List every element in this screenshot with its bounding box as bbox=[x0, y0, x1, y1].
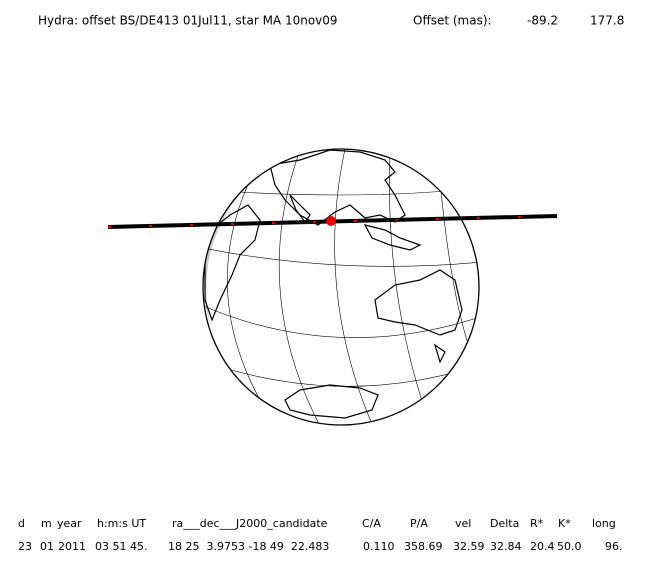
column-header: year bbox=[57, 517, 82, 530]
column-header: ra___dec___J2000_candidate bbox=[172, 517, 328, 530]
table-cell: 358.69 bbox=[404, 540, 443, 553]
table-cell: 2011 bbox=[58, 540, 86, 553]
coastlines bbox=[204, 149, 463, 419]
table-cell: 0.110 bbox=[363, 540, 395, 553]
column-header: m bbox=[41, 517, 52, 530]
table-cell: 03 51 45. bbox=[95, 540, 147, 553]
column-header: vel bbox=[455, 517, 471, 530]
table-cell: 32.59 bbox=[453, 540, 485, 553]
column-header: Delta bbox=[490, 517, 519, 530]
offset-label: Offset (mas): bbox=[413, 14, 492, 28]
column-header: d bbox=[18, 517, 25, 530]
shadow-path bbox=[107, 214, 558, 229]
closest-approach bbox=[326, 216, 336, 226]
column-header: long bbox=[592, 517, 616, 530]
graticule bbox=[203, 149, 479, 425]
table-cell: 23 bbox=[18, 540, 32, 553]
table-cell: 50.0 bbox=[557, 540, 582, 553]
event-table: d m year h:m:s UT ra___dec___J2000_candidate… bbox=[18, 517, 623, 553]
table-cell: 01 bbox=[40, 540, 54, 553]
table-cell: 96. bbox=[605, 540, 623, 553]
table-cell: 18 25 3.9753 -18 49 22.483 bbox=[168, 540, 329, 553]
column-header: C/A bbox=[362, 517, 381, 530]
column-header: K* bbox=[558, 517, 571, 530]
column-header: h:m:s UT bbox=[97, 517, 146, 530]
table-cell: 20.4 bbox=[530, 540, 555, 553]
globe-limb bbox=[202, 148, 480, 426]
offset-value: -89.2 bbox=[527, 14, 558, 28]
table-cell: 32.84 bbox=[490, 540, 522, 553]
column-header: R* bbox=[530, 517, 544, 530]
title: Hydra: offset BS/DE413 01Jul11, star MA … bbox=[38, 14, 338, 28]
column-header: P/A bbox=[410, 517, 428, 530]
offset-value: 177.8 bbox=[590, 14, 624, 28]
